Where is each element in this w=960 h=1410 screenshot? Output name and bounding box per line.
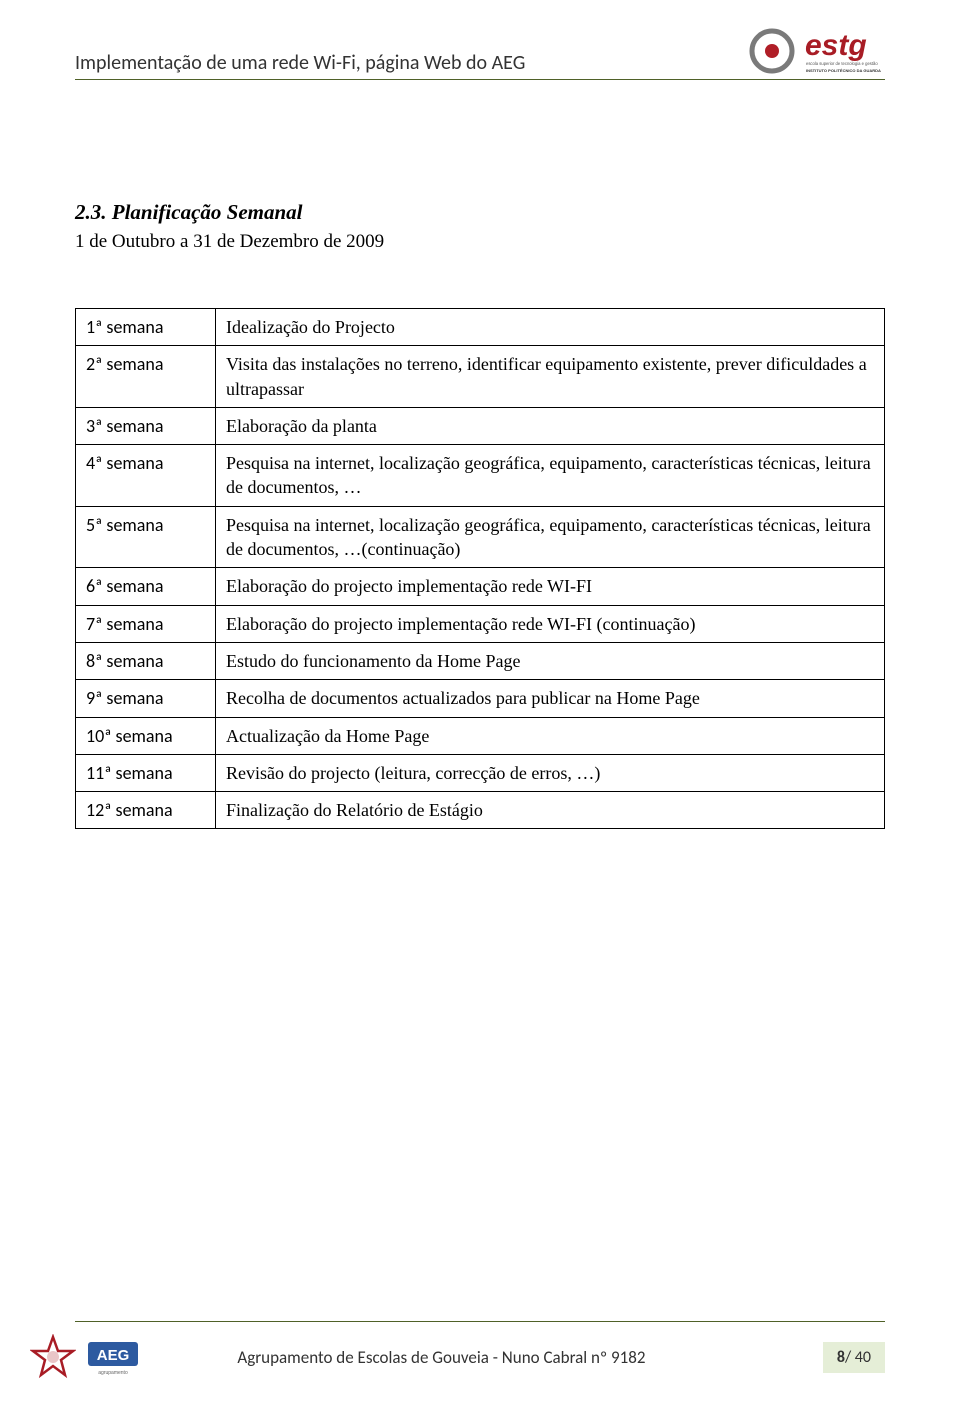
page-sep: / [845, 1348, 855, 1367]
desc-cell: Pesquisa na internet, localização geográ… [216, 506, 885, 568]
table-row: 4ª semanaPesquisa na internet, localizaç… [76, 445, 885, 507]
table-row: 3ª semanaElaboração da planta [76, 407, 885, 444]
estg-logo: estg escola superior de tecnologia e ges… [743, 25, 885, 77]
page-number: 8/ 40 [823, 1342, 885, 1373]
page-total: 40 [855, 1348, 871, 1367]
week-cell: 10ª semana [76, 717, 216, 754]
desc-cell: Visita das instalações no terreno, ident… [216, 346, 885, 408]
header-title: Implementação de uma rede Wi-Fi, página … [75, 51, 525, 77]
page-header: Implementação de uma rede Wi-Fi, página … [75, 25, 885, 80]
document-page: Implementação de uma rede Wi-Fi, página … [0, 0, 960, 1410]
svg-text:escola superior de tecnologia: escola superior de tecnologia e gestão [806, 61, 878, 66]
svg-text:INSTITUTO POLITÉCNICO DA GUARD: INSTITUTO POLITÉCNICO DA GUARDA [806, 68, 881, 73]
week-cell: 11ª semana [76, 754, 216, 791]
week-cell: 7ª semana [76, 605, 216, 642]
table-row: 1ª semanaIdealização do Projecto [76, 309, 885, 346]
desc-cell: Actualização da Home Page [216, 717, 885, 754]
desc-cell: Elaboração do projecto implementação red… [216, 568, 885, 605]
week-cell: 3ª semana [76, 407, 216, 444]
desc-cell: Elaboração do projecto implementação red… [216, 605, 885, 642]
table-row: 11ª semanaRevisão do projecto (leitura, … [76, 754, 885, 791]
table-row: 6ª semanaElaboração do projecto implemen… [76, 568, 885, 605]
table-row: 7ª semanaElaboração do projecto implemen… [76, 605, 885, 642]
desc-cell: Pesquisa na internet, localização geográ… [216, 445, 885, 507]
table-row: 10ª semanaActualização da Home Page [76, 717, 885, 754]
plan-table: 1ª semanaIdealização do Projecto 2ª sema… [75, 308, 885, 829]
desc-cell: Elaboração da planta [216, 407, 885, 444]
section-subtitle: 1 de Outubro a 31 de Dezembro de 2009 [75, 231, 885, 253]
estg-ring-icon [743, 25, 801, 77]
page-current: 8 [837, 1348, 845, 1367]
table-row: 2ª semanaVisita das instalações no terre… [76, 346, 885, 408]
table-row: 12ª semanaFinalização do Relatório de Es… [76, 792, 885, 829]
page-footer: AEG agrupamento Agrupamento de Escolas d… [0, 1321, 960, 1380]
desc-cell: Estudo do funcionamento da Home Page [216, 642, 885, 679]
footer-row: AEG agrupamento Agrupamento de Escolas d… [30, 1334, 885, 1380]
table-row: 5ª semanaPesquisa na internet, localizaç… [76, 506, 885, 568]
week-cell: 12ª semana [76, 792, 216, 829]
week-cell: 5ª semana [76, 506, 216, 568]
svg-text:estg: estg [805, 29, 867, 62]
estg-text-icon: estg escola superior de tecnologia e ges… [805, 25, 885, 77]
desc-cell: Idealização do Projecto [216, 309, 885, 346]
week-cell: 1ª semana [76, 309, 216, 346]
footer-divider [75, 1321, 885, 1322]
table-row: 9ª semanaRecolha de documentos actualiza… [76, 680, 885, 717]
desc-cell: Finalização do Relatório de Estágio [216, 792, 885, 829]
svg-text:agrupamento: agrupamento [98, 1370, 128, 1376]
week-cell: 8ª semana [76, 642, 216, 679]
week-cell: 4ª semana [76, 445, 216, 507]
week-cell: 6ª semana [76, 568, 216, 605]
section-title: 2.3. Planificação Semanal [75, 200, 885, 225]
week-cell: 9ª semana [76, 680, 216, 717]
week-cell: 2ª semana [76, 346, 216, 408]
desc-cell: Revisão do projecto (leitura, correcção … [216, 754, 885, 791]
table-row: 8ª semanaEstudo do funcionamento da Home… [76, 642, 885, 679]
footer-center-text: Agrupamento de Escolas de Gouveia - Nuno… [60, 1347, 823, 1368]
desc-cell: Recolha de documentos actualizados para … [216, 680, 885, 717]
